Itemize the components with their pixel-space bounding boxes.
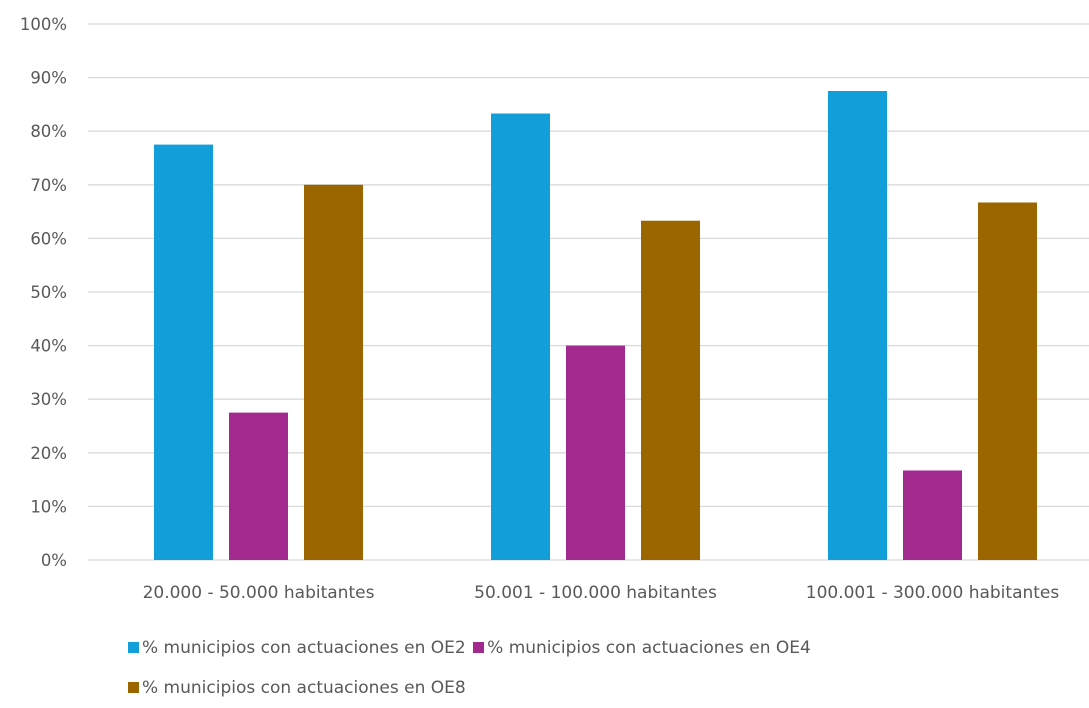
bar (978, 202, 1037, 560)
x-tick-label: 100.001 - 300.000 habitantes (806, 583, 1060, 603)
y-tick-label: 70% (30, 176, 67, 195)
legend-swatch-oe4 (473, 642, 485, 653)
y-tick-label: 60% (30, 229, 67, 248)
y-tick-label: 10% (30, 497, 67, 516)
y-tick-label: 80% (30, 122, 67, 141)
x-axis-ticks: 20.000 - 50.000 habitantes 50.001 - 100.0… (143, 583, 1060, 603)
bar (491, 113, 550, 561)
y-tick-label: 50% (30, 283, 67, 302)
legend-row: % municipios con actuaciones en OE2 % mu… (128, 628, 1068, 668)
bar (828, 91, 887, 560)
y-tick-label: 90% (30, 69, 67, 88)
y-axis-ticks: 0% 10% 20% 30% 40% 50% 60% 70% 80% 90% 100% (20, 15, 67, 570)
bar (154, 144, 213, 560)
legend-label-oe2: % municipios con actuaciones en OE2 (142, 638, 466, 658)
legend-item-oe8: % municipios con actuaciones en OE8 (128, 668, 466, 708)
bars (154, 91, 1037, 561)
bar (229, 412, 288, 560)
legend-swatch-oe8 (128, 682, 139, 693)
bar (566, 345, 625, 560)
bar (903, 470, 962, 560)
bar (641, 220, 700, 560)
legend-item-oe2: % municipios con actuaciones en OE2 (128, 628, 466, 668)
legend: % municipios con actuaciones en OE2 % mu… (128, 628, 1068, 708)
y-tick-label: 20% (30, 444, 67, 463)
y-tick-label: 100% (20, 15, 67, 34)
x-tick-label: 20.000 - 50.000 habitantes (143, 583, 375, 603)
legend-label-oe8: % municipios con actuaciones en OE8 (142, 678, 466, 698)
legend-item-oe4: % municipios con actuaciones en OE4 (473, 628, 811, 668)
bar (304, 184, 363, 561)
legend-row: % municipios con actuaciones en OE8 (128, 668, 1068, 708)
legend-swatch-oe2 (128, 642, 139, 653)
y-tick-label: 30% (30, 390, 67, 409)
y-tick-label: 0% (41, 551, 67, 570)
y-tick-label: 40% (30, 337, 67, 356)
x-tick-label: 50.001 - 100.000 habitantes (474, 583, 717, 603)
legend-label-oe4: % municipios con actuaciones en OE4 (487, 638, 811, 658)
